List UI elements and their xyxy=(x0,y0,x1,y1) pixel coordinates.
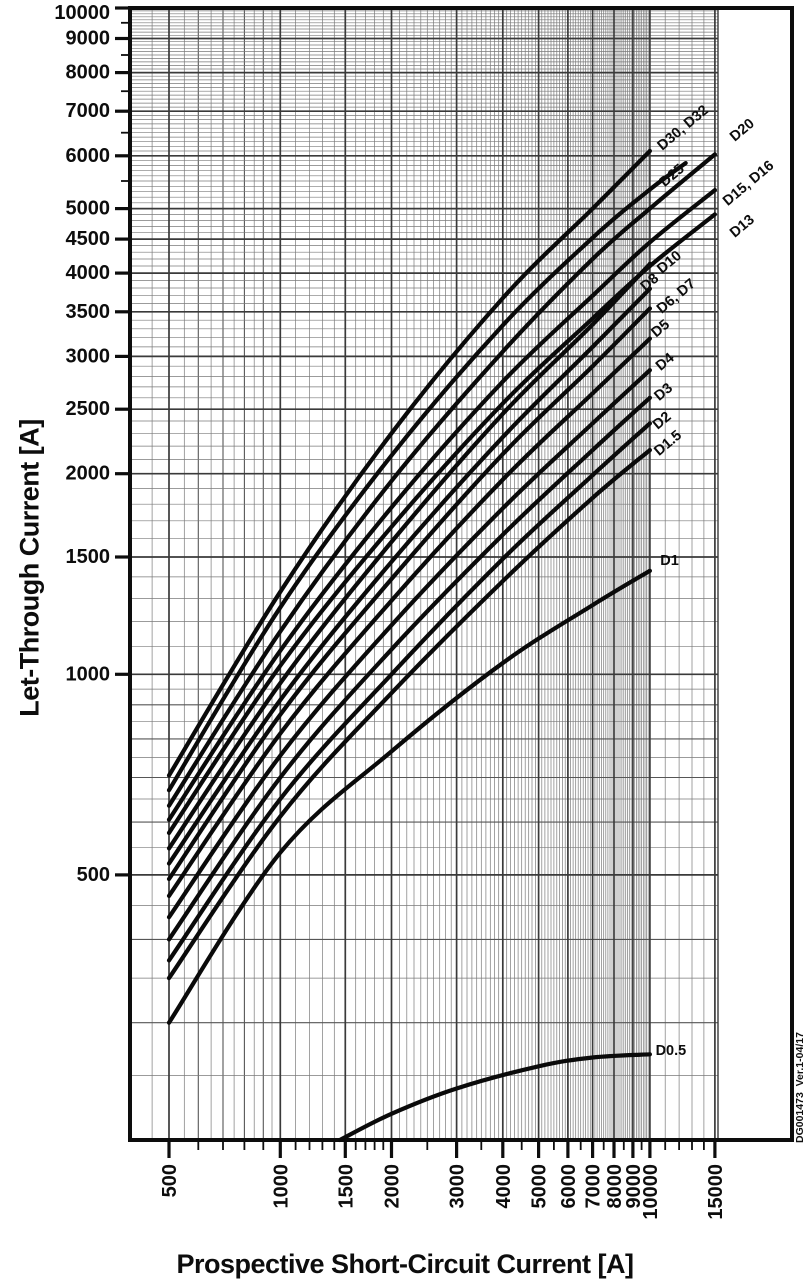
curve-D8 xyxy=(166,286,652,866)
x-tick-label: 1000 xyxy=(270,1164,292,1209)
x-axis-title: Prospective Short-Circuit Current [A] xyxy=(176,1249,634,1279)
x-tick-label: 1500 xyxy=(335,1164,357,1209)
curve-D0.5 xyxy=(337,1052,652,1143)
y-tick-label: 2500 xyxy=(66,398,111,420)
curve-D30-D32 xyxy=(166,148,652,778)
curve-label-D0.5: D0.5 xyxy=(656,1043,687,1059)
y-tick-label: 2000 xyxy=(66,463,111,485)
y-tick-label: 1500 xyxy=(66,546,111,568)
minor-gridlines xyxy=(130,8,718,1141)
axis-ticks: 500 1000 1500 2000 3000 4000 5000 6000 7000 80009… xyxy=(54,2,727,1220)
curve-D4 xyxy=(166,368,652,920)
curve-D15-D16 xyxy=(166,188,717,822)
x-tick-label: 500 xyxy=(159,1164,181,1197)
curve-label-D1: D1 xyxy=(660,553,679,569)
y-tick-label: 4500 xyxy=(66,228,111,250)
x-tick-label: 10000 xyxy=(640,1164,662,1220)
x-tick-label: 15000 xyxy=(705,1164,727,1220)
curve-D6-D7 xyxy=(166,306,652,882)
y-tick-label: 10000 xyxy=(54,2,110,24)
x-tick-label: 2000 xyxy=(382,1164,404,1209)
x-tick-label: 9000 xyxy=(623,1164,645,1209)
x-tick-label: 7000 xyxy=(583,1164,605,1209)
y-tick-label: 7000 xyxy=(66,100,111,122)
curve-D1.5 xyxy=(166,448,652,981)
x-tick-label: 6000 xyxy=(558,1164,580,1209)
y-tick-label: 4000 xyxy=(66,262,111,284)
curve-label-D1.5: D1.5 xyxy=(651,428,685,460)
curve-label-D20: D20 xyxy=(727,116,758,145)
curve-D20 xyxy=(166,152,717,808)
x-tick-label: 8000 xyxy=(604,1164,626,1209)
curve-label-D2: D2 xyxy=(650,409,674,433)
y-tick-label: 500 xyxy=(77,864,110,886)
curve-D3 xyxy=(166,395,652,942)
y-tick-label: 3500 xyxy=(66,301,111,323)
curves xyxy=(166,148,717,1143)
x-tick-label: 5000 xyxy=(529,1164,551,1209)
y-tick-label: 3000 xyxy=(66,345,111,367)
curve-D25 xyxy=(166,161,688,793)
curve-D2 xyxy=(166,421,652,963)
y-axis-title: Let-Through Current [A] xyxy=(14,419,45,717)
curve-label-D15-D16: D15, D16 xyxy=(720,158,777,210)
curve-D10 xyxy=(166,261,652,851)
curve-label-D4: D4 xyxy=(653,350,677,374)
x-tick-label: 4000 xyxy=(493,1164,515,1209)
document-reference-note: DG001473 Ver.1-04/17 xyxy=(794,1032,806,1143)
y-tick-label: 1000 xyxy=(66,663,111,685)
curve-label-D13: D13 xyxy=(727,212,758,241)
curve-D5 xyxy=(166,336,652,898)
plot-frame xyxy=(128,6,794,1142)
x-tick-label: 3000 xyxy=(447,1164,469,1209)
y-tick-label: 8000 xyxy=(66,62,111,84)
y-tick-label: 9000 xyxy=(66,28,111,50)
curve-D1 xyxy=(166,568,652,1025)
y-tick-label: 5000 xyxy=(66,198,111,220)
curve-label-D3: D3 xyxy=(651,380,675,404)
y-tick-label: 6000 xyxy=(66,145,111,167)
